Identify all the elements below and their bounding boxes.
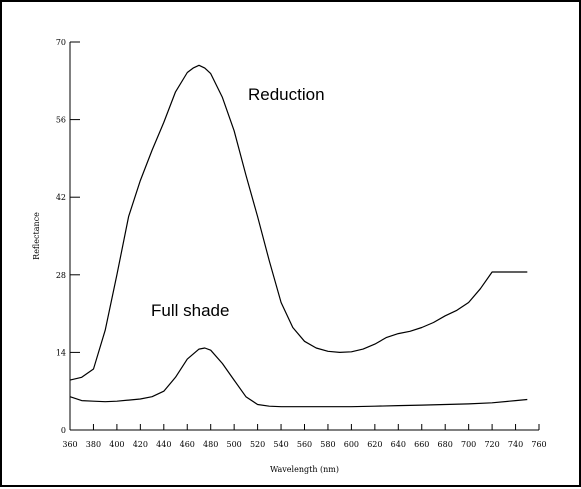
x-tick-label: 500: [227, 440, 242, 449]
y-tick-label: 28: [56, 271, 66, 280]
x-tick-label: 360: [62, 440, 77, 449]
x-tick-label: 560: [297, 440, 312, 449]
series-group: [69, 64, 528, 408]
series-label-reduction: Reduction: [248, 85, 325, 104]
y-tick-label: 42: [56, 193, 66, 202]
x-tick-label: 700: [461, 440, 476, 449]
x-tick-label: 720: [484, 440, 499, 449]
x-tick-label: 540: [273, 440, 288, 449]
y-tick-label: 14: [56, 348, 66, 357]
x-tick-label: 660: [414, 440, 429, 449]
series-label-full-shade: Full shade: [151, 301, 229, 320]
x-tick-label: 460: [180, 440, 195, 449]
x-tick-label: 480: [203, 440, 218, 449]
x-tick-label: 740: [508, 440, 523, 449]
y-tick-label: 56: [56, 116, 66, 125]
x-tick-label: 440: [156, 440, 171, 449]
y-ticks: 0 14 28 42 56 70: [56, 38, 80, 435]
x-tick-label: 760: [531, 440, 546, 449]
x-tick-label: 420: [133, 440, 148, 449]
y-axis-title: Reflectance: [32, 212, 41, 260]
y-tick-label: 70: [56, 38, 66, 47]
x-tick-label: 640: [391, 440, 406, 449]
x-tick-label: 380: [86, 440, 101, 449]
series-line-full-shade: [69, 347, 528, 408]
x-tick-label: 680: [438, 440, 453, 449]
x-tick-label: 580: [320, 440, 335, 449]
x-tick-label: 620: [367, 440, 382, 449]
y-tick-label: 0: [61, 426, 66, 435]
x-tick-label: 400: [109, 440, 124, 449]
x-tick-label: 520: [250, 440, 265, 449]
series-line-reduction: [69, 64, 528, 381]
x-ticks: 360 380 400 420 440 460 480 500 520 540 560 580 600 6…: [62, 424, 547, 449]
x-axis-title: Wavelength (nm): [270, 465, 339, 474]
x-tick-label: 600: [344, 440, 359, 449]
